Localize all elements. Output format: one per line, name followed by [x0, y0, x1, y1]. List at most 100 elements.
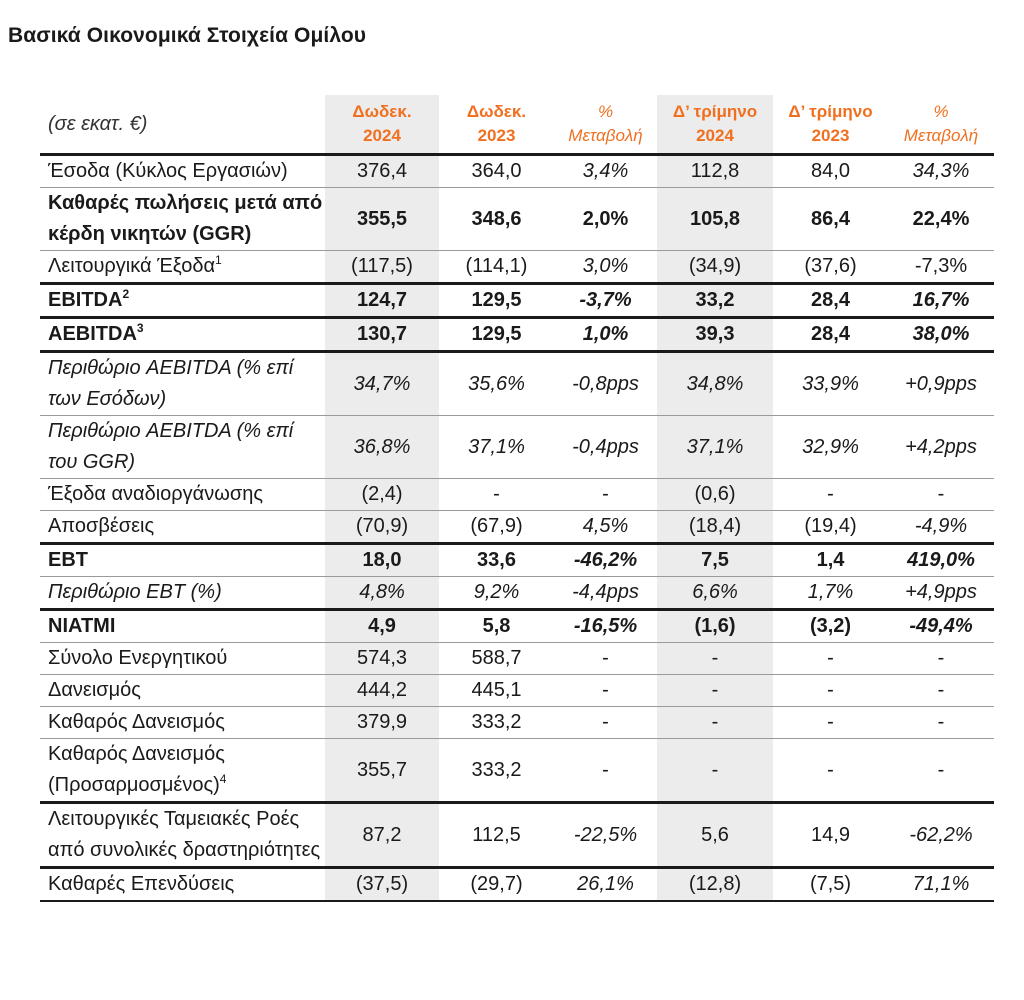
cell-value: 33,9% [773, 351, 888, 416]
cell-value: - [773, 706, 888, 739]
cell-value: 87,2 [325, 802, 439, 869]
cell-value: - [773, 478, 888, 511]
cell-value: 588,7 [439, 642, 554, 675]
cell-value: (19,4) [773, 510, 888, 545]
cell-value: 38,0% [888, 317, 994, 353]
cell-value: -4,9% [888, 510, 994, 545]
table-row: Περιθώριο EBT (%) 4,8% 9,2% -4,4pps 6,6% 1,7%… [40, 576, 994, 611]
footnote-marker: 4 [219, 772, 227, 786]
table-row: Λειτουργικά Έξοδα1 (117,5) (114,1) 3,0% (34,… [40, 250, 994, 285]
cell-value: - [888, 478, 994, 511]
cell-value: 34,7% [325, 351, 439, 416]
cell-value: 2,0% [554, 187, 657, 251]
cell-value: 444,2 [325, 674, 439, 707]
cell-value: (37,5) [325, 867, 439, 902]
cell-value: 112,8 [657, 154, 773, 188]
row-label: Λειτουργικές Ταμειακές Ροές από συνολικέ… [40, 802, 325, 869]
row-label: AEBITDA3 [40, 317, 325, 353]
cell-value: 34,8% [657, 351, 773, 416]
cell-value: (12,8) [657, 867, 773, 902]
table-row: Καθαρός Δανεισμός (Προσαρμοσμένος)4 355,7… [40, 738, 994, 804]
cell-value: 4,5% [554, 510, 657, 545]
cell-value: 71,1% [888, 867, 994, 902]
row-label: Σύνολο Ενεργητικού [40, 642, 325, 675]
cell-value: -49,4% [888, 609, 994, 643]
cell-value: 124,7 [325, 283, 439, 319]
cell-value: -46,2% [554, 543, 657, 577]
cell-value: 33,2 [657, 283, 773, 319]
row-label: Έξοδα αναδιοργάνωσης [40, 478, 325, 511]
table-row: Καθαρές Επενδύσεις (37,5) (29,7) 26,1% (12,8… [40, 867, 994, 902]
cell-value: (37,6) [773, 250, 888, 285]
row-label: Καθαρός Δανεισμός (Προσαρμοσμένος)4 [40, 738, 325, 804]
cell-value: 4,9 [325, 609, 439, 643]
cell-value: (70,9) [325, 510, 439, 545]
row-label: Περιθώριο AEBITDA (% επί του GGR) [40, 415, 325, 479]
table-row: AEBITDA3 130,7 129,5 1,0% 39,3 28,4 38,0% [40, 317, 994, 353]
table-row: Καθαρός Δανεισμός 379,9 333,2- - - - [40, 706, 994, 739]
cell-value: 84,0 [773, 154, 888, 188]
cell-value: 9,2% [439, 576, 554, 611]
cell-value: 3,4% [554, 154, 657, 188]
cell-value: (114,1) [439, 250, 554, 285]
cell-value: -7,3% [888, 250, 994, 285]
cell-value: 129,5 [439, 317, 554, 353]
row-label: Καθαρός Δανεισμός [40, 706, 325, 739]
table-row: Περιθώριο AEBITDA (% επί του GGR) 36,8% 37… [40, 415, 994, 479]
cell-value: 86,4 [773, 187, 888, 251]
cell-value: (1,6) [657, 609, 773, 643]
table-row: Αποσβέσεις (70,9) (67,9) 4,5% (18,4) (19,4) -4… [40, 510, 994, 545]
table-row: Περιθώριο AEBITDA (% επί των Εσόδων) 34,7… [40, 351, 994, 416]
col-header-q4-change: % Μεταβολή [888, 95, 994, 156]
cell-value: 14,9 [773, 802, 888, 869]
cell-value: 18,0 [325, 543, 439, 577]
row-label: Περιθώριο EBT (%) [40, 576, 325, 611]
cell-value: - [554, 706, 657, 739]
cell-value: 379,9 [325, 706, 439, 739]
cell-value: -0,8pps [554, 351, 657, 416]
cell-value: 355,5 [325, 187, 439, 251]
cell-value: 445,1 [439, 674, 554, 707]
cell-value: - [773, 738, 888, 804]
cell-value: -0,4pps [554, 415, 657, 479]
page-title: Βασικά Οικονομικά Στοιχεία Ομίλου [8, 24, 367, 47]
cell-value: 1,4 [773, 543, 888, 577]
row-label: Καθαρές Επενδύσεις [40, 867, 325, 902]
cell-value: 39,3 [657, 317, 773, 353]
cell-value: - [888, 642, 994, 675]
cell-value: -4,4pps [554, 576, 657, 611]
table-row: Έσοδα (Κύκλος Εργασιών) 376,4 364,0 3,4% 112… [40, 154, 994, 188]
cell-value: - [657, 706, 773, 739]
unit-label: (σε εκατ. €) [40, 95, 325, 156]
table-row: EBITDA2 124,7 129,5 -3,7% 33,2 28,4 16,7% [40, 283, 994, 319]
row-label: NIATMI [40, 609, 325, 643]
cell-value: 22,4% [888, 187, 994, 251]
cell-value: 4,8% [325, 576, 439, 611]
cell-value: - [554, 738, 657, 804]
footnote-marker: 2 [122, 287, 130, 301]
cell-value: 7,5 [657, 543, 773, 577]
cell-value: - [439, 478, 554, 511]
cell-value: 333,2 [439, 706, 554, 739]
cell-value: 34,3% [888, 154, 994, 188]
cell-value: 33,6 [439, 543, 554, 577]
row-label: Λειτουργικά Έξοδα1 [40, 250, 325, 285]
cell-value: 333,2 [439, 738, 554, 804]
table-header-row: (σε εκατ. €) Δωδεκ. 2024 Δωδεκ. 2023 % Μετα… [40, 95, 994, 156]
row-label: Περιθώριο AEBITDA (% επί των Εσόδων) [40, 351, 325, 416]
cell-value: 105,8 [657, 187, 773, 251]
cell-value: (117,5) [325, 250, 439, 285]
col-header-fy2023: Δωδεκ. 2023 [439, 95, 554, 156]
cell-value: - [657, 674, 773, 707]
cell-value: 355,7 [325, 738, 439, 804]
table-row: Έξοδα αναδιοργάνωσης (2,4) - - (0,6) - - [40, 478, 994, 511]
footnote-marker: 1 [215, 253, 222, 267]
cell-value: 26,1% [554, 867, 657, 902]
cell-value: - [657, 642, 773, 675]
cell-value: (29,7) [439, 867, 554, 902]
cell-value: (18,4) [657, 510, 773, 545]
col-header-q4-2023: Δ’ τρίμηνο 2023 [773, 95, 888, 156]
cell-value: 574,3 [325, 642, 439, 675]
cell-value: - [554, 478, 657, 511]
cell-value: 348,6 [439, 187, 554, 251]
